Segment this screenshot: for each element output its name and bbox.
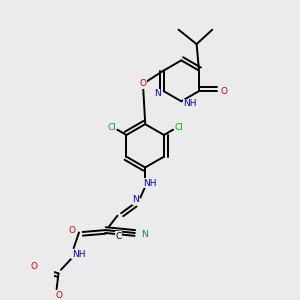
Text: Cl: Cl — [174, 123, 183, 132]
Text: O: O — [220, 87, 227, 96]
Text: O: O — [140, 79, 147, 88]
Text: C: C — [116, 232, 122, 241]
Text: NH: NH — [183, 99, 196, 108]
Text: NH: NH — [72, 250, 85, 259]
Text: O: O — [31, 262, 38, 271]
Text: N: N — [132, 196, 139, 205]
Text: N: N — [154, 89, 161, 98]
Text: O: O — [55, 291, 62, 300]
Text: Cl: Cl — [107, 123, 116, 132]
Text: N: N — [141, 230, 148, 239]
Text: O: O — [69, 226, 76, 235]
Text: NH: NH — [143, 178, 156, 188]
